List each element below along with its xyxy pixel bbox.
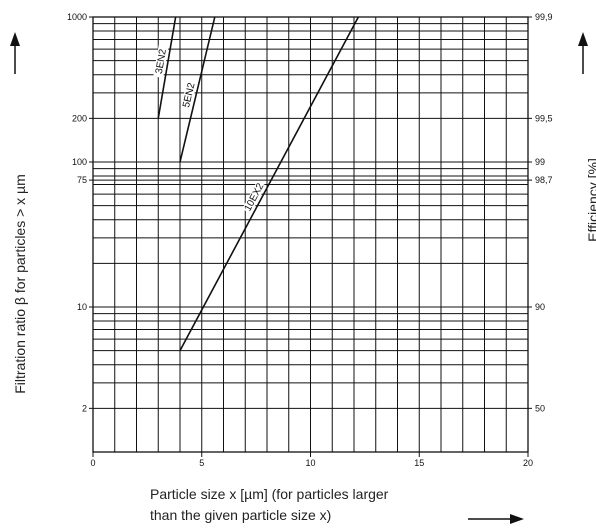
series-label-group: 10EX2 xyxy=(242,180,267,214)
series-line-5en2 xyxy=(179,16,216,163)
right-tick-label: 99,9 xyxy=(535,12,553,22)
right-tick-label: 90 xyxy=(535,302,545,312)
series-label-backing xyxy=(153,44,169,79)
y-tick-label: 100 xyxy=(72,157,87,167)
x-tick-label: 10 xyxy=(305,458,315,468)
x-axis-label-line2: than the given particle size x) xyxy=(150,507,331,523)
series-line-10ex2 xyxy=(179,16,360,352)
up-arrow-left-icon xyxy=(10,32,20,74)
right-tick-label: 98,7 xyxy=(535,175,553,185)
series-label-backing xyxy=(242,180,267,214)
x-tick-label: 5 xyxy=(199,458,204,468)
x-tick-label: 15 xyxy=(414,458,424,468)
y-tick-label: 75 xyxy=(77,175,87,185)
series-label-10ex2: 10EX2 xyxy=(243,181,267,213)
y-axis-label: Filtration ratio β for particles > x µm xyxy=(12,174,28,394)
x-tick-label: 20 xyxy=(523,458,533,468)
series-lines: 3EN2 5EN2 10EX2 xyxy=(153,16,360,352)
tick-labels: 2 10 75 100 200 1000 50 90 98,7 99 99,5 99,9 0 5 10 15 2… xyxy=(67,12,553,468)
y-tick-label: 1000 xyxy=(67,12,87,22)
y-axis-right-label: Efficiency [%] xyxy=(585,158,596,242)
right-tick-label: 50 xyxy=(535,403,545,413)
series-label-5en2: 5EN2 xyxy=(181,81,198,108)
series-line-3en2 xyxy=(157,16,177,119)
y-tick-label: 10 xyxy=(77,302,87,312)
plot-frame xyxy=(92,16,529,453)
y-tick-label: 200 xyxy=(72,113,87,123)
y-tick-label: 2 xyxy=(82,403,87,413)
series-label-backing xyxy=(180,78,198,112)
up-arrow-right-icon xyxy=(578,32,588,74)
right-arrow-icon xyxy=(468,514,524,524)
right-tick-label: 99,5 xyxy=(535,113,553,123)
grid xyxy=(92,16,529,457)
x-tick-label: 0 xyxy=(90,458,95,468)
series-label-3en2: 3EN2 xyxy=(154,48,169,75)
x-axis-label-line1: Particle size x [µm] (for particles larg… xyxy=(150,486,389,502)
right-tick-label: 99 xyxy=(535,157,545,167)
series-label-group: 3EN2 xyxy=(153,44,169,79)
